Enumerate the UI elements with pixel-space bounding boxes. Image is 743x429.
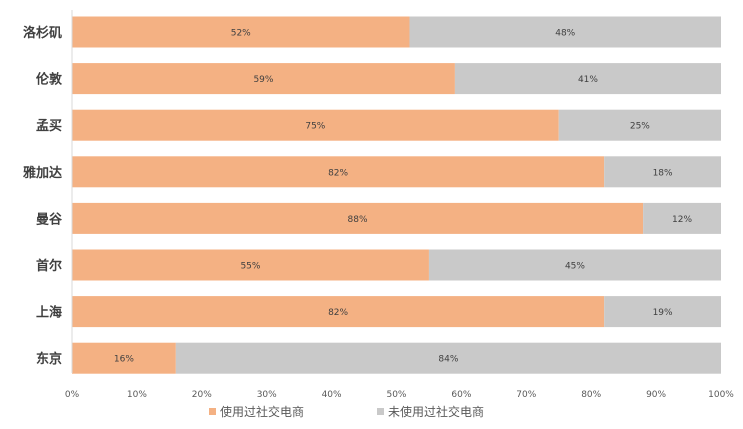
bar-not-used-1 [454, 63, 721, 95]
bar-used-0 [72, 16, 410, 48]
x-tick-label-0: 0% [65, 390, 80, 400]
x-tick-label-3: 30% [257, 390, 277, 400]
data-label-not-used-5: 45% [565, 262, 585, 272]
data-label-not-used-0: 48% [555, 29, 575, 39]
x-tick-label-5: 50% [386, 390, 406, 400]
bar-not-used-5 [428, 249, 721, 281]
legend-label-not-used: 未使用过社交电商 [388, 404, 484, 419]
bar-used-3 [72, 156, 605, 188]
x-tick-label-4: 40% [322, 390, 342, 400]
x-tick-label-8: 80% [581, 390, 601, 400]
data-label-used-0: 52% [231, 29, 251, 39]
data-label-used-3: 82% [328, 168, 348, 178]
category-label-6: 上海 [36, 305, 62, 321]
bar-used-6 [72, 296, 605, 328]
x-tick-label-2: 20% [192, 390, 212, 400]
data-label-not-used-1: 41% [578, 75, 598, 85]
x-tick-label-10: 100% [708, 390, 734, 400]
data-label-not-used-3: 18% [653, 168, 673, 178]
legend-label-used: 使用过社交电商 [220, 404, 304, 419]
category-label-1: 伦敦 [36, 72, 63, 88]
bar-used-5 [72, 249, 429, 281]
bar-not-used-0 [409, 16, 721, 48]
category-label-5: 首尔 [36, 258, 62, 274]
category-label-4: 曼谷 [36, 211, 63, 227]
category-label-7: 东京 [36, 351, 62, 367]
x-tick-label-6: 60% [451, 390, 471, 400]
bar-used-2 [72, 109, 559, 141]
data-label-used-5: 55% [240, 262, 260, 272]
data-label-not-used-2: 25% [630, 122, 650, 132]
legend-swatch-not-used [377, 408, 384, 415]
category-label-3: 雅加达 [23, 165, 62, 181]
bar-not-used-4 [643, 202, 721, 234]
category-label-2: 孟买 [36, 119, 62, 134]
bar-not-used-7 [175, 342, 722, 374]
data-label-not-used-4: 12% [672, 215, 692, 225]
data-label-used-1: 59% [253, 75, 273, 85]
data-label-used-6: 82% [328, 308, 348, 318]
data-label-not-used-6: 19% [653, 308, 673, 318]
data-label-used-4: 88% [348, 215, 368, 225]
data-label-used-2: 75% [305, 122, 325, 132]
x-tick-label-9: 90% [646, 390, 666, 400]
bar-not-used-2 [558, 109, 721, 141]
bar-not-used-3 [604, 156, 721, 188]
category-label-0: 洛杉矶 [23, 25, 62, 41]
x-tick-label-1: 10% [127, 390, 147, 400]
data-label-used-7: 16% [114, 355, 134, 365]
bar-used-4 [72, 202, 644, 234]
legend-swatch-used [209, 408, 216, 415]
data-label-not-used-7: 84% [438, 355, 458, 365]
bar-not-used-6 [604, 296, 721, 328]
x-tick-label-7: 70% [516, 390, 536, 400]
bar-used-7 [72, 342, 176, 374]
bar-used-1 [72, 63, 455, 95]
